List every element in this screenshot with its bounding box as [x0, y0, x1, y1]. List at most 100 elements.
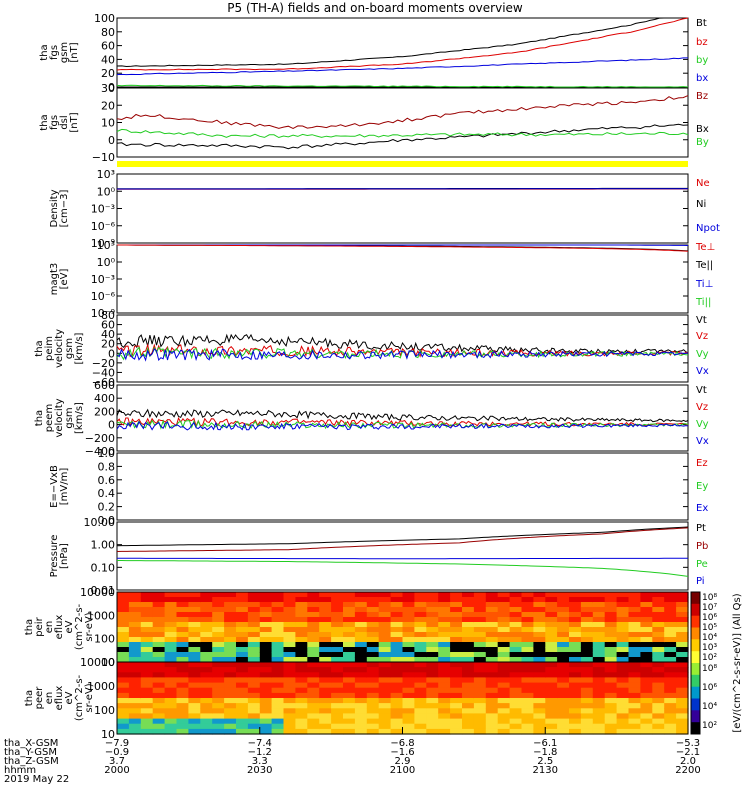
heatmap-cell — [664, 687, 677, 694]
heatmap-cell — [117, 698, 130, 704]
heatmap-cell — [224, 692, 237, 699]
heatmap-cell — [271, 607, 285, 613]
heatmap-cell — [580, 672, 594, 678]
heatmap-cell — [188, 612, 201, 618]
heatmap-cell — [426, 687, 439, 694]
heatmap-cell — [283, 692, 296, 699]
heatmap-cell — [378, 718, 392, 725]
x-tick-label: −7.9 — [105, 738, 129, 749]
heatmap-cell — [604, 617, 618, 623]
heatmap-cell — [521, 718, 534, 725]
heatmap-cell — [438, 703, 451, 709]
heatmap-cell — [354, 723, 368, 730]
heatmap-cell — [414, 602, 427, 608]
heatmap-cell — [331, 682, 344, 689]
heatmap-cell — [533, 728, 546, 735]
y-axis-label: peem — [44, 404, 55, 432]
heatmap-cell — [664, 728, 677, 735]
heatmap-cell — [164, 723, 178, 730]
heatmap-cell — [664, 647, 677, 653]
heatmap-cell — [295, 607, 308, 613]
legend-label: Ne — [696, 178, 710, 189]
heatmap-cell — [450, 652, 463, 658]
heatmap-cell — [188, 657, 201, 663]
heatmap-cell — [343, 682, 356, 689]
heatmap-cell — [462, 692, 475, 699]
heatmap-cell — [676, 708, 689, 714]
heatmap-cell — [188, 728, 201, 735]
heatmap-cell — [485, 692, 499, 699]
heatmap-cell — [616, 632, 630, 638]
heatmap-cell — [521, 703, 534, 709]
y-tick-label: 1.00 — [91, 539, 116, 552]
heatmap-cell — [343, 622, 356, 628]
heatmap-cell — [354, 622, 368, 628]
heatmap-cell — [117, 642, 130, 648]
heatmap-cell — [485, 718, 499, 725]
heatmap-cell — [331, 718, 344, 725]
heatmap-cell — [509, 703, 523, 709]
heatmap-cell — [390, 632, 404, 638]
heatmap-cell — [676, 723, 689, 730]
heatmap-cell — [557, 703, 570, 709]
heatmap-cell — [224, 682, 237, 689]
heatmap-cell — [592, 723, 606, 730]
heatmap-cell — [307, 652, 320, 658]
heatmap-cell — [295, 652, 308, 658]
y-tick-label: 40 — [101, 53, 115, 66]
heatmap-cell — [604, 713, 618, 720]
heatmap-cell — [295, 657, 308, 663]
heatmap-cell — [545, 592, 558, 598]
heatmap-cell — [592, 713, 606, 720]
heatmap-cell — [224, 677, 237, 684]
heatmap-cell — [473, 708, 487, 714]
heatmap-cell — [366, 597, 380, 603]
heatmap-cell — [140, 667, 154, 673]
heatmap-cell — [188, 627, 201, 633]
heatmap-cell — [580, 692, 594, 699]
heatmap-cell — [378, 667, 392, 673]
heatmap-cell — [259, 703, 273, 709]
colorbar-swatch — [691, 592, 700, 605]
legend-label: Ni — [696, 199, 706, 210]
heatmap-cell — [628, 632, 641, 638]
heatmap-cell — [212, 718, 225, 725]
heatmap-cell — [140, 627, 154, 633]
heatmap-cell — [414, 617, 427, 623]
heatmap-cell — [462, 652, 475, 658]
heatmap-cell — [676, 607, 689, 613]
heatmap-cell — [212, 652, 225, 658]
heatmap-cell — [236, 647, 249, 653]
heatmap-cell — [176, 597, 189, 603]
heatmap-cell — [390, 687, 404, 694]
heatmap-cell — [259, 617, 273, 623]
heatmap-cell — [676, 692, 689, 699]
heatmap-cell — [521, 713, 534, 720]
heatmap-cell — [283, 592, 296, 598]
heatmap-cell — [414, 642, 427, 648]
heatmap-cell — [390, 652, 404, 658]
heatmap-cell — [628, 687, 641, 694]
heatmap-cell — [390, 703, 404, 709]
heatmap-cell — [509, 672, 523, 678]
y-tick-label: 0 — [108, 81, 115, 94]
heatmap-cell — [533, 642, 546, 648]
heatmap-cell — [117, 652, 130, 658]
heatmap-cell — [402, 713, 415, 720]
heatmap-cell — [604, 677, 618, 684]
heatmap-cell — [664, 703, 677, 709]
heatmap-cell — [224, 723, 237, 730]
heatmap-cell — [307, 617, 320, 623]
heatmap-cell — [676, 682, 689, 689]
heatmap-cell — [604, 667, 618, 673]
heatmap-cell — [652, 713, 665, 720]
heatmap-cell — [212, 692, 225, 699]
heatmap-cell — [319, 698, 332, 704]
heatmap-cell — [402, 627, 415, 633]
y-tick-label: 60 — [101, 319, 115, 332]
heatmap-cell — [343, 662, 356, 668]
heatmap-cell — [212, 713, 225, 720]
heatmap-cell — [592, 662, 606, 668]
heatmap-cell — [164, 708, 178, 714]
